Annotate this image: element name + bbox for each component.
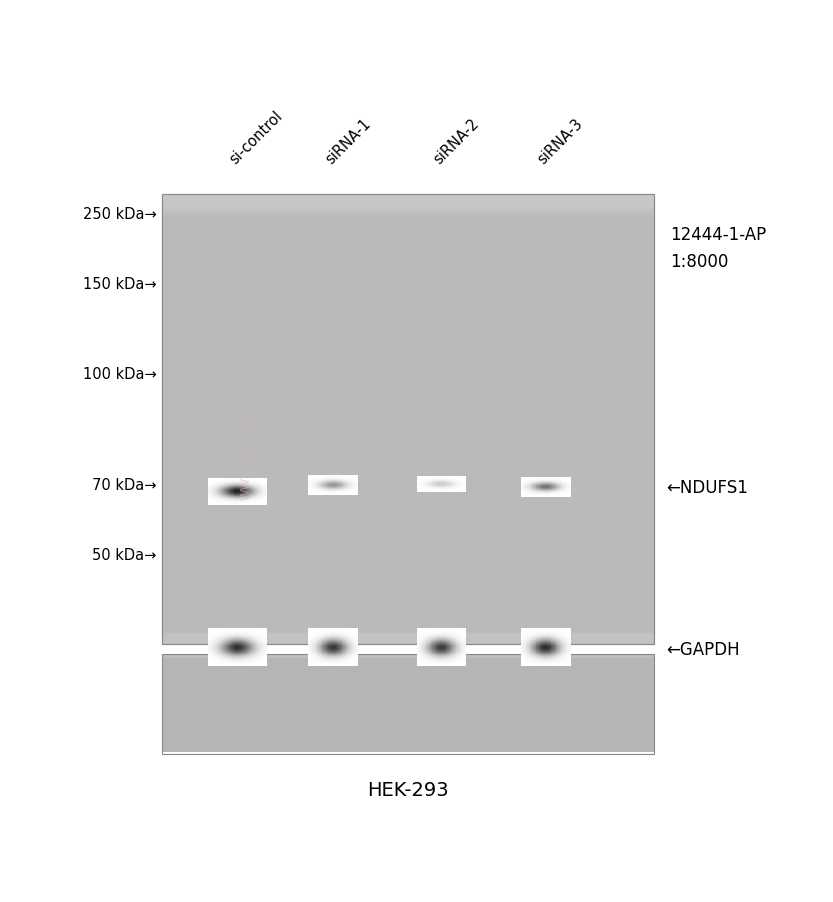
Bar xyxy=(162,207,654,217)
Bar xyxy=(162,214,654,487)
Bar xyxy=(162,658,654,717)
Text: siRNA-1: siRNA-1 xyxy=(322,116,373,167)
Bar xyxy=(162,210,654,364)
Bar xyxy=(162,215,654,532)
Bar xyxy=(162,658,654,729)
Bar xyxy=(162,213,654,453)
Bar xyxy=(162,209,654,341)
Bar xyxy=(162,658,654,706)
Bar xyxy=(162,658,654,672)
Text: 250 kDa→: 250 kDa→ xyxy=(82,207,157,221)
Bar xyxy=(162,215,654,543)
Bar xyxy=(162,216,654,588)
Bar xyxy=(162,214,654,520)
Bar xyxy=(162,217,654,633)
Text: 50 kDa→: 50 kDa→ xyxy=(92,548,157,562)
Bar xyxy=(162,216,654,566)
Text: 100 kDa→: 100 kDa→ xyxy=(82,367,157,382)
Bar xyxy=(162,209,654,329)
Text: siRNA-3: siRNA-3 xyxy=(535,116,586,167)
Bar xyxy=(162,209,654,308)
Text: 70 kDa→: 70 kDa→ xyxy=(92,478,157,492)
Bar xyxy=(162,212,654,419)
Bar xyxy=(162,658,654,679)
Bar xyxy=(162,213,654,475)
Text: siRNA-2: siRNA-2 xyxy=(431,115,482,167)
Bar xyxy=(162,658,654,719)
Bar xyxy=(162,214,654,498)
Bar xyxy=(162,208,654,285)
Bar xyxy=(162,212,654,431)
Bar xyxy=(162,212,654,442)
Bar xyxy=(162,207,654,262)
Bar xyxy=(162,658,654,682)
Text: 12444-1-AP
1:8000: 12444-1-AP 1:8000 xyxy=(671,226,767,271)
Text: 150 kDa→: 150 kDa→ xyxy=(83,277,157,291)
Bar xyxy=(162,658,654,675)
Bar xyxy=(162,208,654,296)
Bar xyxy=(162,207,654,251)
Bar xyxy=(162,657,654,659)
Bar xyxy=(162,216,654,577)
Bar xyxy=(162,658,654,722)
Bar xyxy=(162,657,654,662)
Bar xyxy=(162,658,654,739)
Bar xyxy=(162,207,654,228)
Bar xyxy=(162,658,654,669)
Bar xyxy=(162,207,654,240)
Bar xyxy=(162,214,654,510)
Bar xyxy=(162,658,654,712)
Bar xyxy=(162,211,654,386)
Bar xyxy=(162,210,654,352)
Bar xyxy=(162,658,654,692)
Bar xyxy=(162,659,654,747)
Bar xyxy=(162,654,654,754)
Bar xyxy=(162,659,654,744)
Bar xyxy=(162,211,654,397)
Bar xyxy=(162,658,654,699)
Bar xyxy=(162,658,654,724)
Bar xyxy=(162,658,654,732)
Bar xyxy=(162,658,654,695)
Bar xyxy=(162,658,654,709)
Bar xyxy=(162,216,654,599)
Bar xyxy=(162,659,654,750)
Bar xyxy=(162,659,654,741)
Text: ←GAPDH: ←GAPDH xyxy=(666,640,740,658)
Bar xyxy=(162,658,654,685)
Bar xyxy=(162,216,654,611)
Bar xyxy=(162,658,654,686)
Bar xyxy=(162,209,654,318)
Text: HEK-293: HEK-293 xyxy=(367,779,449,799)
Bar xyxy=(162,658,654,704)
Text: ←NDUFS1: ←NDUFS1 xyxy=(666,478,748,496)
Text: WWW.PTGLAB.COM: WWW.PTGLAB.COM xyxy=(239,384,252,500)
Bar xyxy=(162,658,654,737)
Bar xyxy=(162,657,654,664)
Bar xyxy=(162,658,654,702)
Bar xyxy=(162,657,654,667)
Bar xyxy=(162,195,654,206)
Bar xyxy=(162,658,654,727)
Bar xyxy=(162,658,654,734)
Bar xyxy=(162,195,654,644)
Bar xyxy=(162,659,654,751)
Bar xyxy=(162,658,654,676)
Bar xyxy=(162,213,654,465)
Bar xyxy=(162,658,654,714)
Bar xyxy=(162,208,654,273)
Bar xyxy=(162,654,654,657)
Bar xyxy=(162,215,654,555)
Bar xyxy=(162,658,654,696)
Bar xyxy=(162,195,654,644)
Bar xyxy=(162,211,654,409)
Text: si-control: si-control xyxy=(227,108,286,167)
Bar xyxy=(162,216,654,621)
Bar xyxy=(162,210,654,374)
Bar xyxy=(162,658,654,689)
